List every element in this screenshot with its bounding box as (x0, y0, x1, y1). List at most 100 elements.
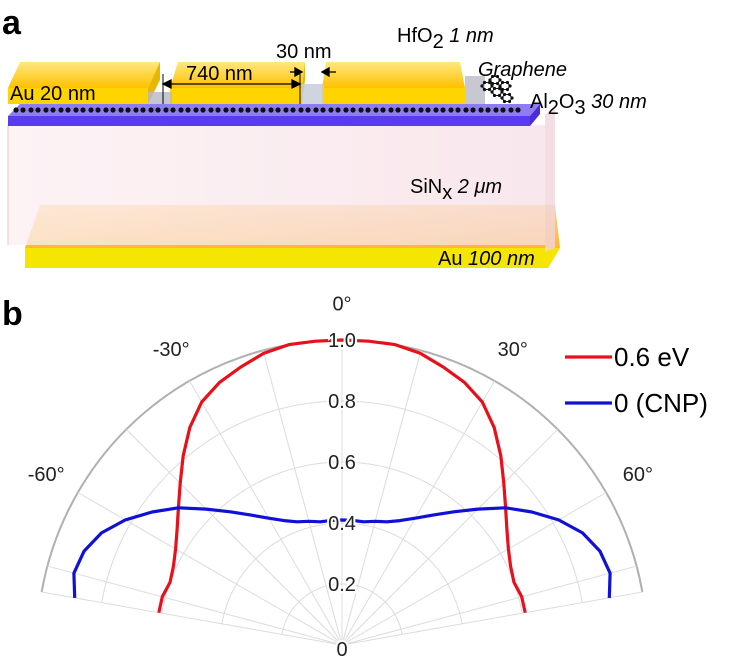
graphene-atom (480, 84, 484, 88)
panel-b-letter: b (2, 295, 23, 333)
graphene-atom (335, 107, 341, 113)
series-line-blue (72, 506, 612, 598)
grid-spoke (262, 350, 343, 646)
graphene-atom (275, 107, 281, 113)
graphene-atom (215, 107, 221, 113)
series-line-red (157, 338, 527, 614)
graphene-atom (43, 107, 49, 113)
graphene-atom (208, 107, 214, 113)
graphene-atom (388, 107, 394, 113)
graphene-atom (505, 87, 510, 92)
graphene-atom (358, 107, 364, 113)
label-slot-width: 30 nm (276, 41, 332, 63)
graphene-atom (140, 107, 146, 113)
grid-spoke (341, 380, 495, 646)
graphene-atom (283, 107, 289, 113)
grid-spoke (341, 492, 607, 646)
graphene-atom (485, 107, 491, 113)
panel-a-letter: a (2, 4, 22, 42)
graphene-atom (125, 107, 131, 113)
graphene-atom (470, 107, 476, 113)
graphene-atom (350, 107, 356, 113)
graphene-atoms (13, 107, 521, 113)
theta-tick-label: 0° (332, 293, 351, 315)
graphene-atom (410, 107, 416, 113)
graphene-atom (500, 80, 505, 85)
polar-series (72, 338, 612, 614)
graphene-atom (487, 87, 492, 92)
legend-label: 0.6 eV (614, 342, 690, 372)
al2o3-layer (8, 104, 540, 126)
dimension-740nm (161, 74, 302, 104)
graphene-atom (487, 80, 492, 85)
theta-tick-label: -30° (153, 339, 190, 361)
graphene-atom (490, 90, 494, 94)
graphene-atom (482, 80, 487, 85)
graphene-atom (253, 107, 259, 113)
graphene-atom (502, 99, 507, 104)
graphene-atom (502, 92, 507, 97)
graphene-atom (505, 80, 510, 85)
graphene-atom (510, 96, 514, 100)
graphene-atom (178, 107, 184, 113)
graphene-atom (73, 107, 79, 113)
label-al2o3: Al2O3 30 nm (530, 91, 647, 119)
graphene-atom (498, 84, 502, 88)
graphene-atom (507, 99, 512, 104)
graphene-atom (365, 107, 371, 113)
graphene-atom (497, 93, 502, 98)
graphene-atom (500, 96, 504, 100)
graphene-atom (103, 107, 109, 113)
graphene-atom (478, 107, 484, 113)
graphene-atom (482, 87, 487, 92)
graphene-atom (95, 107, 101, 113)
graphene-atom (403, 107, 409, 113)
graphene-atom (425, 107, 431, 113)
graphene-atom (80, 107, 86, 113)
graphene-atom (238, 107, 244, 113)
graphene-atom (498, 78, 502, 82)
top-au-pads (8, 62, 465, 104)
graphene-atom (260, 107, 266, 113)
grid-spoke (189, 380, 343, 646)
graphene-atom (193, 107, 199, 113)
graphene-atom (28, 107, 34, 113)
graphene-atom (65, 107, 71, 113)
graphene-atom (492, 86, 497, 91)
grid-spoke (341, 565, 637, 646)
r-tick-label: 0.6 (328, 452, 356, 474)
panel-a: a (2, 4, 647, 270)
graphene-atom (88, 107, 94, 113)
graphene-atom (500, 107, 506, 113)
graphene-atom (13, 107, 19, 113)
r-tick-label: 0 (336, 639, 347, 661)
graphene-atom (395, 107, 401, 113)
grid-spoke (77, 492, 343, 646)
graphene-atom (490, 74, 495, 79)
graphene-atom (508, 84, 512, 88)
graphene-atom (298, 107, 304, 113)
graphene-atom (170, 107, 176, 113)
graphene-atom (500, 87, 505, 92)
graphene-atom (35, 107, 41, 113)
graphene-atom (268, 107, 274, 113)
label-sinx: SiNx 2 μm (410, 176, 502, 204)
graphene-atom (245, 107, 251, 113)
graphene-atom (448, 107, 454, 113)
graphene-atom (495, 81, 500, 86)
graphene-atom (418, 107, 424, 113)
dimension-30nm (290, 66, 336, 78)
r-tick-label: 0.4 (328, 513, 356, 535)
theta-tick-label: 60° (623, 464, 653, 486)
graphene-atom (495, 74, 500, 79)
r-tick-label: 0.2 (328, 574, 356, 596)
grid-spoke (341, 428, 559, 646)
grid-boundary (341, 591, 643, 646)
theta-tick-label: 30° (498, 339, 528, 361)
label-au-top: Au 20 nm (10, 83, 96, 105)
graphene-atom (490, 84, 494, 88)
graphene-atom (163, 107, 169, 113)
graphene-atom (380, 107, 386, 113)
label-graphene: Graphene (478, 59, 567, 81)
graphene-atom (343, 107, 349, 113)
